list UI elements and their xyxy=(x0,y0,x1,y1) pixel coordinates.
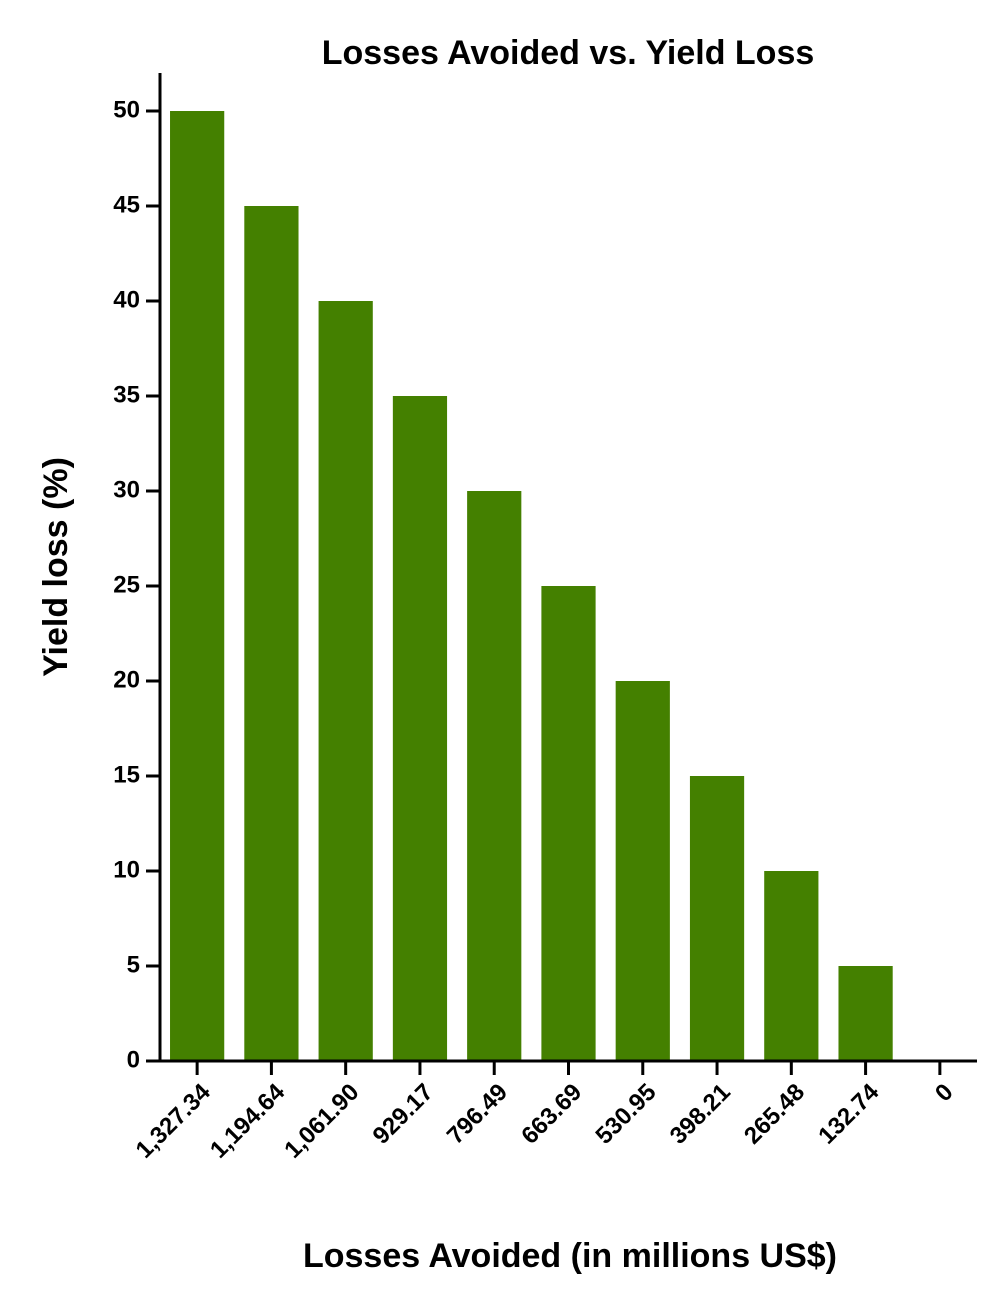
x-tick-label: 663.69 xyxy=(516,1079,587,1150)
bar xyxy=(541,586,596,1061)
x-tick-label: 132.74 xyxy=(813,1078,884,1149)
x-tick-label: 1,327.34 xyxy=(131,1078,217,1164)
bar xyxy=(764,871,819,1061)
bar xyxy=(838,966,893,1061)
y-axis-label: Yield loss (%) xyxy=(37,457,75,677)
x-tick-label: 796.49 xyxy=(442,1079,513,1150)
x-tick-label: 265.48 xyxy=(739,1079,810,1150)
x-tick-label: 530.95 xyxy=(591,1079,662,1150)
y-tick-label: 15 xyxy=(113,761,140,788)
x-tick-label: 1,194.64 xyxy=(205,1078,291,1164)
bar xyxy=(689,776,745,1061)
y-tick-label: 20 xyxy=(113,666,140,693)
y-tick-label: 5 xyxy=(127,951,140,978)
y-tick-label: 0 xyxy=(127,1046,140,1073)
bar xyxy=(170,111,225,1061)
chart-title: Losses Avoided vs. Yield Loss xyxy=(322,34,815,72)
bar xyxy=(392,396,448,1061)
y-tick-label: 50 xyxy=(113,96,140,123)
y-tick-label: 10 xyxy=(113,856,140,883)
y-tick-label: 30 xyxy=(113,476,140,503)
x-axis-label: Losses Avoided (in millions US$) xyxy=(303,1237,837,1275)
y-tick-label: 35 xyxy=(113,381,140,408)
x-tick-label: 1,061.90 xyxy=(279,1079,364,1164)
x-tick-label: 398.21 xyxy=(665,1079,736,1150)
bar xyxy=(318,301,373,1061)
x-tick-label: 929.17 xyxy=(368,1079,439,1150)
bar xyxy=(467,491,522,1061)
x-tick-label: 0 xyxy=(930,1079,959,1108)
y-tick-label: 25 xyxy=(113,571,140,598)
y-tick-label: 45 xyxy=(113,191,140,218)
bar xyxy=(615,681,670,1061)
bar xyxy=(244,206,299,1061)
y-tick-label: 40 xyxy=(113,286,140,313)
